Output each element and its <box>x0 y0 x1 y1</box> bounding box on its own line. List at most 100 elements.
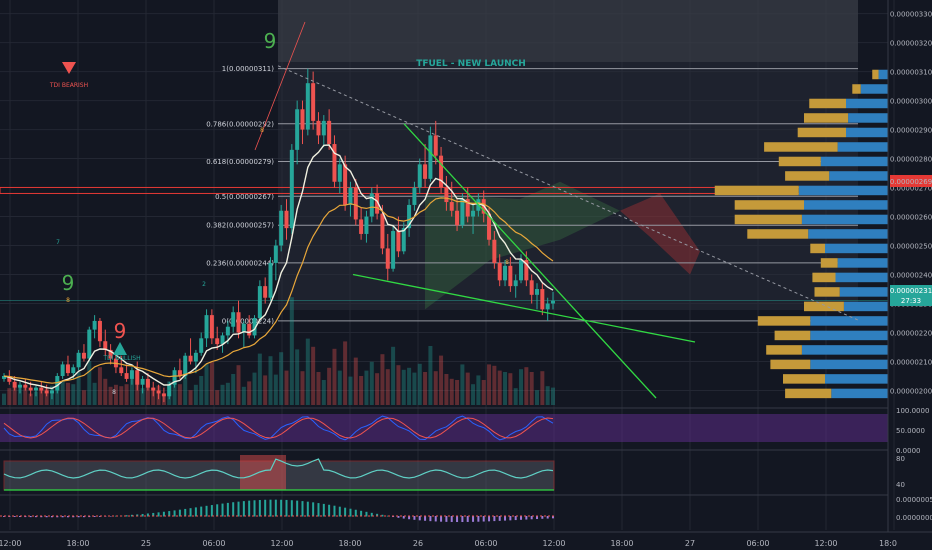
candle-body <box>359 219 364 234</box>
volume-bar <box>321 380 326 405</box>
trendlines[interactable] <box>254 21 861 399</box>
macd-bar <box>184 508 187 517</box>
td-count-nine: 9 <box>264 29 277 53</box>
volume-bar <box>503 372 508 405</box>
volume-bar <box>140 388 145 405</box>
pane-tick-label: 0.0000 <box>896 447 921 455</box>
candle-body <box>497 262 502 281</box>
fibonacci-retracement[interactable]: 1(0.00000311) 0.786(0.00000292) 0.618(0.00… <box>0 65 889 325</box>
macd-bar <box>402 516 405 519</box>
pane-tick-label: 50.0000 <box>896 427 925 435</box>
volume-bar <box>524 367 529 405</box>
price-tick-label: 0.00000240 <box>890 272 932 280</box>
fib-level-label: 0.786(0.00000292) <box>206 120 274 128</box>
candle-body <box>33 387 38 391</box>
macd-bar <box>344 507 347 517</box>
macd-bar <box>189 508 192 517</box>
current-price-tag: 0.00000231 27:33 <box>890 285 932 306</box>
volume-bar <box>177 384 182 405</box>
candle-body <box>236 312 241 333</box>
vp-row-down <box>774 330 811 341</box>
macd-bar <box>130 514 133 517</box>
candle-body <box>311 83 316 121</box>
macd-bar <box>440 516 443 522</box>
macd-bar <box>194 507 197 517</box>
macd-bar <box>488 516 491 522</box>
pane-tick-label: 100.0000 <box>896 407 929 415</box>
macd-bar <box>317 503 320 517</box>
candle-body <box>508 265 513 287</box>
candle-body <box>279 210 284 246</box>
moving-averages <box>3 144 554 390</box>
volume-bar <box>375 373 380 405</box>
volume-bar <box>391 346 396 405</box>
vp-row-up <box>848 113 888 123</box>
macd-bar <box>338 506 341 517</box>
candle-body <box>385 248 390 269</box>
vp-row-down <box>872 69 879 80</box>
price-tick-label: 0.00000220 <box>890 330 932 338</box>
volume-bar <box>12 386 17 405</box>
time-tick-label: 26 <box>413 539 423 548</box>
macd-bar <box>264 499 267 517</box>
vp-row-up <box>801 214 888 225</box>
macd-bar <box>210 505 213 517</box>
volume-bar <box>87 361 92 405</box>
candle-body <box>145 378 150 388</box>
current-price-text: 0.00000231 <box>890 287 932 295</box>
vp-row-up <box>831 388 888 399</box>
volume-bar <box>188 390 193 405</box>
vp-row-up <box>839 287 888 297</box>
time-axis[interactable]: 12:00 18:00 25 06:00 12:00 18:00 26 06:00 12:00 1… <box>0 531 932 548</box>
bar-countdown: 27:33 <box>901 297 921 305</box>
macd-bar <box>498 516 501 521</box>
candle-body <box>401 228 406 252</box>
candle-body <box>263 286 268 298</box>
volume-bar <box>513 388 518 405</box>
vp-row-down <box>757 316 811 326</box>
volume-bar <box>295 349 300 405</box>
candle-body <box>455 210 460 226</box>
candle-body <box>460 199 465 226</box>
macd-bar <box>509 516 512 521</box>
candle-body <box>439 155 444 188</box>
candle-body <box>343 164 348 205</box>
macd-bar <box>413 516 416 520</box>
price-tick-label: 0.00000210 <box>890 359 932 367</box>
volume-bar <box>380 354 385 405</box>
volume-bar <box>2 393 6 405</box>
price-tick-label: 0.00000250 <box>890 243 932 251</box>
macd-bar <box>136 514 139 517</box>
volume-bar <box>455 380 460 405</box>
volume-bar <box>28 393 33 405</box>
candle-body <box>215 338 220 345</box>
macd-bar <box>424 516 427 521</box>
candle-body <box>44 390 49 394</box>
volume-bar <box>529 372 534 405</box>
volume-bar <box>289 297 294 405</box>
volume-bar <box>17 387 22 405</box>
rsi-band <box>3 460 555 491</box>
macd-bar <box>370 512 373 517</box>
macd-bar <box>285 499 288 517</box>
volume-bar <box>273 374 278 405</box>
macd-bar <box>493 516 496 522</box>
volume-bar <box>460 364 465 405</box>
macd-bar <box>13 516 16 517</box>
macd-bar <box>125 515 128 517</box>
candle-body <box>225 326 230 336</box>
candle-body <box>428 135 433 179</box>
candle-body <box>380 213 385 249</box>
macd-bar <box>354 509 357 517</box>
vp-row-up <box>846 127 888 138</box>
volume-bar <box>220 384 225 405</box>
macd-bar <box>29 516 32 518</box>
price-axis[interactable]: 0.00000330 0.00000320 0.00000310 0.00000300… <box>887 0 932 532</box>
macd-bar <box>514 516 517 521</box>
macd-bar <box>466 516 469 522</box>
macd-bar <box>408 516 411 520</box>
macd-bar <box>221 503 224 517</box>
volume-bar <box>492 365 497 405</box>
candle-body <box>545 303 550 310</box>
